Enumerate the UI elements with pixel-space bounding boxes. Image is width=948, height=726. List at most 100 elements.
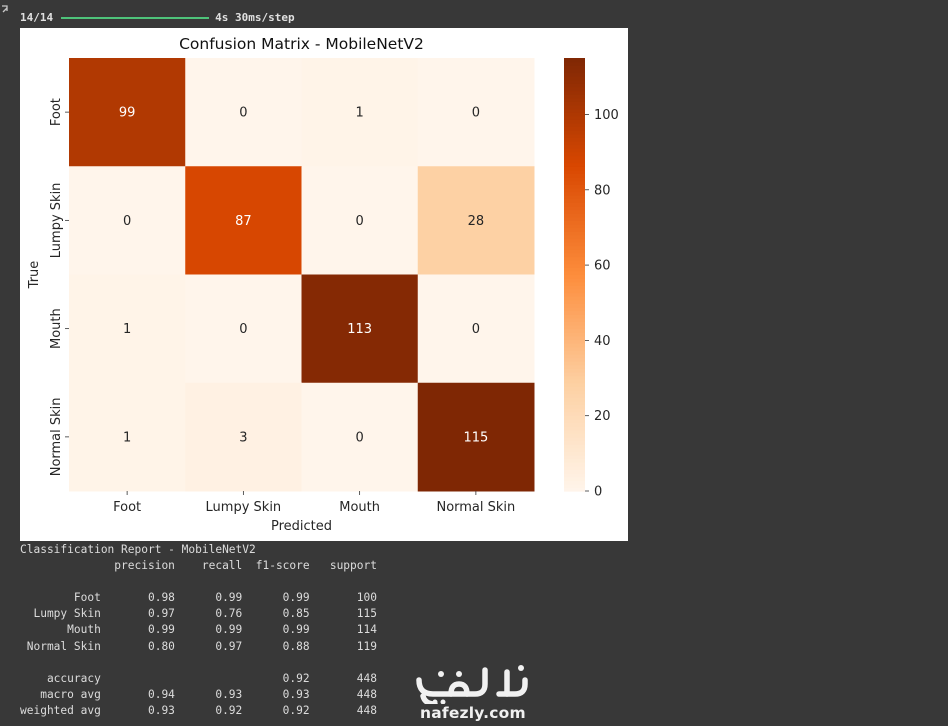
cell-value-label: 0 — [355, 430, 363, 445]
colorbar-segment — [564, 263, 585, 268]
colorbar-segment — [564, 274, 585, 279]
colorbar-segment — [564, 101, 585, 106]
colorbar-segment — [564, 256, 585, 261]
colorbar-segment — [564, 281, 585, 286]
colorbar-segment — [564, 202, 585, 207]
colorbar-tick-label: 20 — [594, 409, 611, 424]
colorbar-segment — [564, 173, 585, 178]
colorbar-segment — [564, 325, 585, 330]
x-tick-label: Lumpy Skin — [206, 500, 282, 515]
colorbar-segment — [564, 393, 585, 398]
colorbar-segment — [564, 166, 585, 171]
x-tick-label: Mouth — [339, 500, 380, 515]
colorbar-segment — [564, 288, 585, 294]
y-axis-label: True — [27, 261, 42, 290]
colorbar-segment — [564, 148, 585, 153]
colorbar-tick-label: 60 — [594, 259, 611, 274]
colorbar-tick-label: 80 — [594, 183, 611, 198]
colorbar-segment — [564, 429, 585, 434]
colorbar-segment — [564, 191, 585, 196]
colorbar-segment — [564, 386, 585, 391]
heatmap-cell — [69, 382, 186, 492]
colorbar-segment — [564, 346, 585, 351]
colorbar-segment — [564, 451, 585, 456]
heatmap-cell — [69, 58, 186, 167]
colorbar-segment — [564, 122, 585, 128]
colorbar-segment — [564, 245, 585, 250]
colorbar-segment — [564, 317, 585, 323]
colorbar-segment — [564, 454, 585, 460]
colorbar-segment — [564, 306, 585, 312]
colorbar-segment — [564, 223, 585, 229]
colorbar-segment — [564, 480, 585, 485]
colorbar-segment — [564, 382, 585, 387]
colorbar-segment — [564, 364, 585, 369]
colorbar-segment — [564, 328, 585, 333]
report-line: Normal Skin 0.80 0.97 0.88 119 — [20, 639, 377, 653]
colorbar-segment — [564, 321, 585, 326]
colorbar-segment — [564, 83, 585, 88]
heatmap-cell — [417, 274, 535, 384]
colorbar-segment — [564, 108, 585, 113]
colorbar-segment — [564, 397, 585, 402]
colorbar-segment — [564, 184, 585, 189]
y-tick-label: Lumpy Skin — [49, 183, 64, 259]
cell-value-label: 113 — [347, 322, 372, 337]
colorbar-segment — [564, 444, 585, 449]
colorbar-segment — [564, 104, 585, 110]
colorbar-segment — [564, 137, 585, 142]
colorbar-segment — [564, 86, 585, 92]
colorbar-segment — [564, 115, 585, 120]
colorbar-segment — [564, 433, 585, 438]
colorbar-segment — [564, 339, 585, 344]
colorbar-segment — [564, 180, 585, 185]
colorbar-segment — [564, 285, 585, 290]
report-line: Mouth 0.99 0.99 0.99 114 — [20, 623, 377, 637]
colorbar-segment — [564, 162, 585, 167]
confusion-matrix-figure: Confusion Matrix - MobileNetV2 99 0 1 0 0 87 0 2… — [20, 28, 628, 541]
x-axis-label: Predicted — [271, 519, 332, 534]
progress-bar-fill — [61, 16, 210, 19]
colorbar-tick-label: 0 — [594, 485, 602, 500]
y-tick-label: Mouth — [49, 308, 64, 349]
colorbar-segment — [564, 155, 585, 160]
colorbar-segment — [564, 119, 585, 124]
cell-value-label: 0 — [355, 214, 363, 229]
colorbar-segment — [564, 357, 585, 362]
report-line: Classification Report - MobileNetV2 — [20, 543, 256, 556]
report-line: Foot 0.98 0.99 0.99 100 — [20, 591, 377, 605]
colorbar-segment — [564, 61, 585, 66]
colorbar-segment — [564, 350, 585, 355]
colorbar-segment — [564, 303, 585, 308]
cell-value-label: 0 — [239, 106, 247, 121]
colorbar-segment — [564, 314, 585, 319]
colorbar-segment — [564, 195, 585, 200]
colorbar-segment — [564, 213, 585, 218]
cell-value-label: 1 — [123, 430, 131, 445]
classification-report: Classification Report - MobileNetV2 prec… — [20, 542, 377, 719]
colorbar-segment — [564, 368, 585, 373]
y-tick-label: Foot — [49, 98, 64, 126]
colorbar-segment — [564, 151, 585, 157]
cell-value-label: 87 — [235, 214, 252, 229]
colorbar-segment — [564, 126, 585, 131]
heatmap-cell — [185, 382, 302, 492]
colorbar-segment — [564, 447, 585, 452]
colorbar-segment — [564, 65, 585, 70]
heatmap-cell — [301, 58, 419, 167]
colorbar-segment — [564, 436, 585, 442]
colorbar-segment — [564, 68, 585, 74]
colorbar-segment — [564, 404, 585, 409]
output-collapse-icon[interactable] — [0, 3, 10, 17]
cell-value-label: 0 — [123, 214, 131, 229]
colorbar-segment — [564, 90, 585, 95]
cell-value-label: 28 — [468, 214, 485, 229]
colorbar-segment — [564, 234, 585, 240]
nafezly-url: nafezly.com — [420, 704, 526, 722]
colorbar-segment — [564, 79, 585, 84]
colorbar-segment — [564, 462, 585, 467]
colorbar-segment — [564, 260, 585, 265]
nafezly-watermark: nafezly.com — [411, 660, 536, 726]
colorbar-segment — [564, 487, 585, 492]
colorbar-segment — [564, 97, 585, 102]
